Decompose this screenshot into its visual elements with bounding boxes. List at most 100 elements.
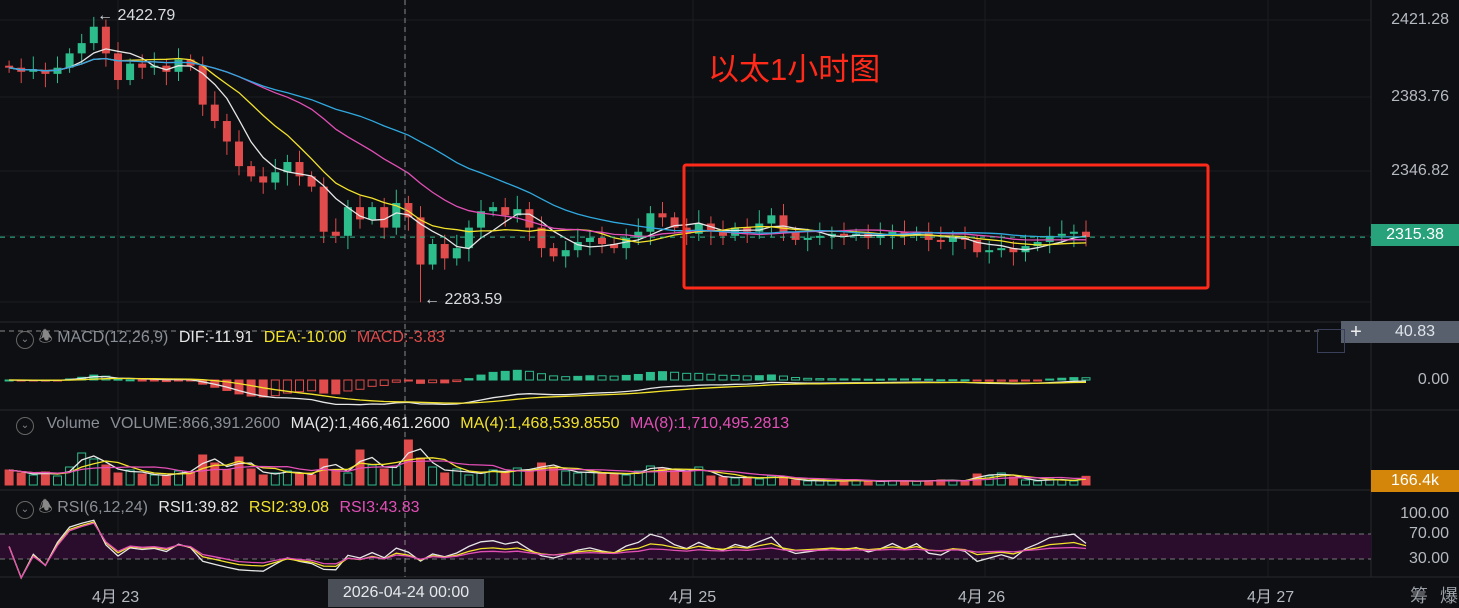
volume-bar (537, 462, 546, 486)
macd-histogram-bar (537, 373, 546, 381)
expand-pane-icon[interactable] (1317, 329, 1345, 353)
candle-body (598, 237, 606, 245)
macd-histogram-bar (912, 378, 922, 381)
volume-ma8: MA(8):1,710,495.2813 (629, 415, 790, 432)
macd-histogram-bar (585, 375, 595, 381)
time-tick: 4月 25 (669, 589, 717, 606)
candle-body (948, 237, 957, 242)
macd-histogram-bar (851, 378, 861, 381)
volume-bar (658, 468, 667, 486)
macd-histogram-bar (948, 379, 958, 382)
macd-histogram-bar (972, 379, 982, 382)
volume-bar (706, 475, 716, 486)
macd-histogram-bar (742, 375, 752, 381)
candle-body (452, 248, 461, 259)
volume-bar (960, 480, 970, 486)
macd-histogram-bar (331, 379, 341, 395)
rsi-band (0, 534, 1371, 559)
price-tick: 2346.82 (1391, 162, 1449, 179)
candle-body (755, 223, 764, 232)
macd-histogram-bar (875, 378, 885, 381)
last-price-badge: 2315.38 (1371, 224, 1459, 246)
collapse-chevron-icon[interactable]: ⌄ (16, 417, 34, 435)
volume-legend: ⌄ Volume VOLUME:866,391.2600 MA(2):1,466… (16, 415, 789, 435)
candle-body (77, 43, 86, 54)
macd-histogram-bar (621, 374, 631, 381)
macd-histogram-bar (452, 379, 462, 383)
candle-body (356, 207, 364, 220)
macd-dea-line (9, 377, 1087, 404)
add-crosshair-plus-icon[interactable]: + (1341, 321, 1371, 343)
volume-bar (65, 466, 75, 486)
candle-body (936, 239, 945, 242)
macd-histogram-bar (500, 370, 510, 381)
candle-body (138, 63, 147, 68)
candle-body (815, 235, 824, 238)
macd-histogram-bar (403, 379, 413, 382)
volume-bar (779, 477, 788, 486)
candle-body (89, 26, 98, 44)
macd-histogram-bar (658, 371, 667, 381)
macd-histogram-bar (924, 378, 934, 381)
volume-bar (803, 480, 813, 486)
candle-body (719, 231, 727, 236)
liquidation-button[interactable]: 爆 (1440, 586, 1458, 606)
candle-body (331, 231, 340, 236)
macd-histogram-bar (428, 379, 438, 384)
macd-histogram-bar (524, 370, 534, 381)
volume-bar (4, 469, 14, 486)
macd-legend: ⌄ 🕭 MACD(12,26,9) DIF:-11.91 DEA:-10.00 … (16, 326, 445, 353)
macd-histogram-bar (815, 378, 825, 381)
rsi-tick: 70.00 (1408, 525, 1449, 542)
candle-body (477, 211, 485, 228)
macd-dea: DEA:-10.00 (263, 329, 347, 346)
volume-bar (379, 468, 389, 486)
candle-body (634, 231, 643, 238)
macd-histogram-bar (367, 379, 377, 387)
macd-histogram-bar (234, 379, 244, 395)
volume-bar (307, 474, 317, 486)
collapse-chevron-icon[interactable]: ⌄ (16, 501, 34, 519)
alert-bell-icon[interactable]: 🕭 (38, 499, 53, 516)
candle-body (222, 121, 231, 142)
volume-bar (343, 472, 353, 486)
macd-histogram-bar (887, 378, 897, 381)
candle-body (779, 215, 788, 232)
macd-dif: DIF:-11.91 (178, 329, 254, 346)
candle-body (1009, 248, 1018, 253)
volume-bar (621, 474, 631, 486)
candle-body (210, 104, 219, 122)
candle-body (1045, 235, 1054, 242)
macd-histogram-bar (670, 371, 680, 381)
chips-button[interactable]: 筹 (1410, 586, 1428, 606)
candle-body (307, 176, 316, 187)
macd-histogram-bar (549, 375, 559, 381)
candle-body (126, 63, 135, 81)
candle-body (271, 172, 280, 183)
candle-body (573, 241, 582, 251)
time-tick: 4月 23 (92, 589, 140, 606)
macd-histogram-bar (561, 376, 571, 381)
candle-body (791, 231, 800, 240)
macd-histogram-bar (379, 379, 389, 386)
macd-histogram-bar (730, 374, 740, 381)
macd-histogram-bar (900, 378, 909, 381)
macd-histogram-bar (609, 375, 619, 381)
candle-body (428, 244, 437, 265)
volume-bar (282, 470, 292, 486)
volume-bar (1021, 479, 1030, 486)
volume-bar (1008, 476, 1018, 486)
collapse-chevron-icon[interactable]: ⌄ (16, 331, 34, 349)
candle-body (343, 207, 352, 236)
volume-bar (258, 474, 268, 486)
alert-bell-icon[interactable]: 🕭 (38, 329, 53, 346)
volume-bar (730, 477, 740, 486)
candle-body (694, 223, 703, 234)
low-price-label: ← 2283.59 (424, 291, 503, 308)
candle-body (247, 166, 256, 177)
rsi-legend: ⌄ 🕭 RSI(6,12,24) RSI1:39.82 RSI2:39.08 R… (16, 496, 420, 523)
candle-body (827, 233, 836, 236)
candle-body (525, 209, 534, 228)
volume-bar (428, 466, 438, 486)
